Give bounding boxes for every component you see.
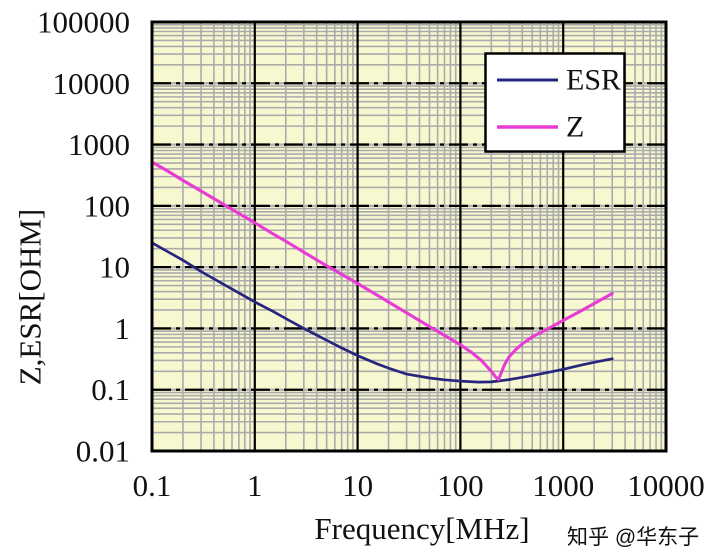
y-tick-label: 10	[99, 250, 130, 285]
y-tick-label: 0.1	[91, 372, 130, 407]
legend-esr-label: ESR	[566, 64, 621, 97]
curve-esr	[150, 241, 614, 384]
data-curves	[150, 160, 614, 384]
x-tick-label: 0.1	[133, 468, 172, 503]
x-tick-label: 10	[342, 468, 373, 503]
major-gridlines	[152, 22, 666, 451]
y-tick-label: 1000	[68, 127, 130, 162]
x-tick-label: 1	[247, 468, 263, 503]
curve-z	[150, 160, 614, 382]
legend-box	[484, 52, 626, 153]
x-tick-label: 1000	[532, 468, 594, 503]
plot-border	[150, 20, 668, 453]
y-tick-label: 0.01	[76, 434, 130, 469]
watermark: 知乎 @华东子	[567, 526, 699, 549]
x-axis-title: Frequency[MHz]	[314, 511, 529, 546]
y-tick-label: 100000	[37, 5, 130, 40]
x-tick-label: 10000	[627, 468, 705, 503]
legend: ESR Z	[484, 52, 626, 153]
y-tick-label: 100	[84, 188, 131, 223]
legend-z-label: Z	[566, 111, 584, 144]
minor-gridlines	[152, 22, 666, 451]
y-tick-label: 1	[115, 311, 131, 346]
y-tick-label: 10000	[53, 66, 131, 101]
x-tick-label: 100	[437, 468, 484, 503]
y-axis-title: Z,ESR[OHM]	[13, 209, 48, 386]
